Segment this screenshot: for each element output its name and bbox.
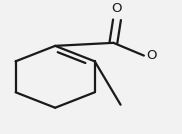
Text: O: O (112, 2, 122, 15)
Text: O: O (147, 49, 157, 62)
